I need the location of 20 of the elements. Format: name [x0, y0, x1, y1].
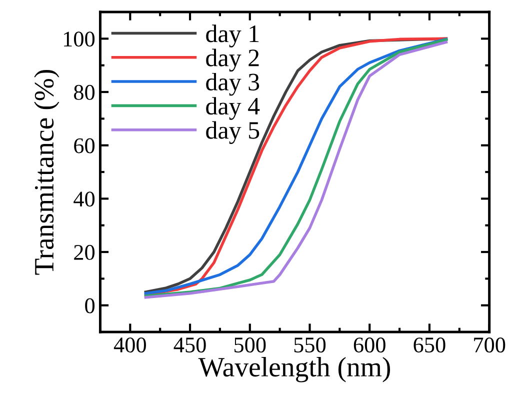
y-tick-label: 80	[74, 84, 95, 100]
legend-label: day 4	[206, 97, 260, 120]
x-tick-label: 700	[474, 338, 506, 352]
x-axis-title: Wavelength (nm)	[198, 357, 390, 382]
y-tick-label: 60	[74, 138, 95, 154]
x-tick-label: 500	[234, 338, 266, 352]
legend-label: day 1	[206, 24, 259, 48]
y-tick-label: 100	[64, 32, 95, 47]
legend-label: day 5	[206, 121, 260, 144]
y-tick-label: 20	[74, 244, 95, 260]
y-tick-label: 0	[85, 298, 95, 314]
x-tick-label: 600	[354, 338, 386, 352]
x-tick-label: 550	[294, 338, 326, 352]
x-tick-label: 400	[114, 338, 146, 352]
legend-label: day 3	[206, 72, 260, 96]
y-axis-title: Transmittance (%)	[34, 70, 60, 275]
y-tick-label: 40	[74, 192, 95, 207]
legend-label: day 2	[206, 48, 259, 72]
x-tick-label: 450	[174, 338, 206, 352]
x-tick-label: 650	[414, 338, 446, 352]
